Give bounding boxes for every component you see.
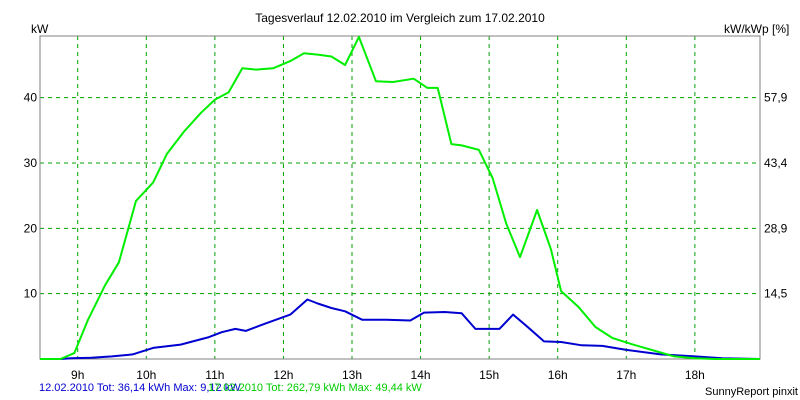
y-tick-label-right: 57,9 [764, 91, 788, 105]
y-tick-label-right: 43,4 [764, 156, 788, 170]
chart-title: Tagesverlauf 12.02.2010 im Vergleich zum… [255, 11, 545, 25]
x-tick-label: 16h [548, 368, 568, 382]
plot-frame [39, 35, 761, 360]
series-line-12-02 [40, 298, 761, 360]
x-tick-label: 14h [411, 368, 431, 382]
x-tick-label: 10h [136, 368, 156, 382]
series-line-17-02 [40, 35, 760, 360]
y-tick-label-right: 28,9 [764, 221, 788, 235]
brand-label: SunnyReport pinxit [705, 386, 798, 398]
x-tick-label: 13h [342, 368, 362, 382]
y-tick-label-left: 40 [24, 91, 38, 105]
x-tick-label: 11h [205, 368, 224, 382]
plot-area [40, 36, 760, 359]
y-tick-label-left: 30 [24, 156, 38, 170]
y-tick-label-left: 10 [24, 287, 38, 301]
y-axis-label-left: kW [31, 22, 49, 36]
series-summary-17-02: 17.02.2010 Tot: 262,79 kWh Max: 49,44 kW [208, 382, 422, 394]
x-tick-label: 9h [71, 368, 84, 382]
x-tick-label: 17h [616, 368, 636, 382]
x-tick-label: 18h [685, 368, 705, 382]
y-tick-label-right: 14,5 [764, 287, 788, 301]
series-summary-12-02: 12.02.2010 Tot: 36,14 kWh Max: 9,12 kW [39, 382, 241, 394]
x-tick-label: 15h [479, 368, 499, 382]
y-tick-label-left: 20 [24, 221, 38, 235]
x-tick-label: 12h [273, 368, 293, 382]
y-axis-label-right: kW/kWp [%] [724, 22, 790, 36]
